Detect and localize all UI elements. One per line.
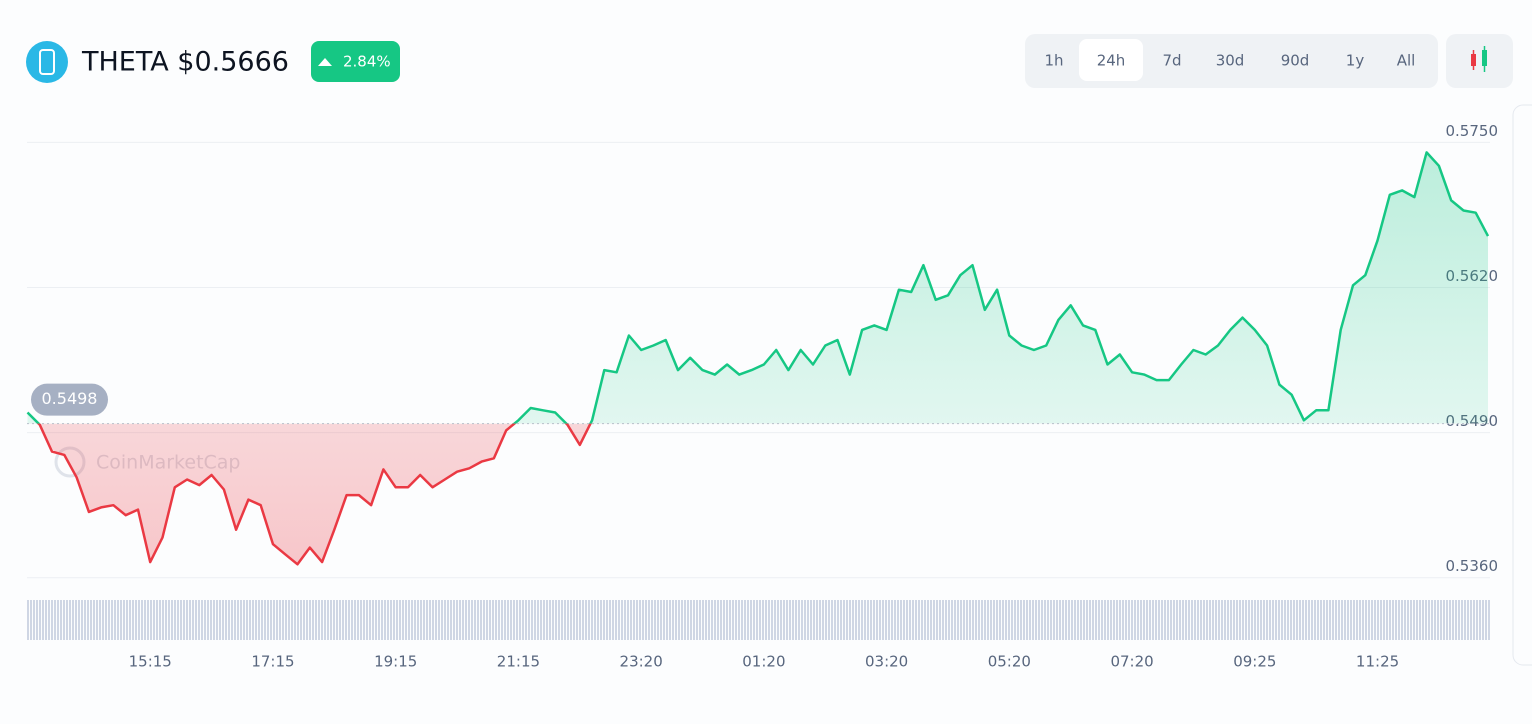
timeframe-group: 1h 24h 7d 30d 90d 1y All xyxy=(1044,39,1415,81)
timeframe-button[interactable]: 7d xyxy=(1162,52,1181,70)
reference-badge xyxy=(31,383,108,416)
volume-bars xyxy=(27,600,1490,640)
coin-title: THETA $0.5666 xyxy=(81,47,289,78)
x-tick-label: 05:20 xyxy=(988,653,1031,671)
timeframe-button[interactable]: All xyxy=(1397,52,1416,70)
reference-label: 0.5498 xyxy=(42,389,98,408)
x-tick-label: 21:15 xyxy=(497,653,540,671)
side-panel xyxy=(1512,104,1532,666)
x-tick-label: 15:15 xyxy=(129,653,172,671)
coin-icon-glyph xyxy=(39,49,55,75)
x-tick-label: 09:25 xyxy=(1233,653,1276,671)
x-tick-label: 07:20 xyxy=(1110,653,1153,671)
x-tick-label: 23:20 xyxy=(620,653,663,671)
active-timeframe[interactable] xyxy=(1079,39,1143,81)
plot: CoinMarketCap0.57500.56200.54900.536015:… xyxy=(26,122,1499,671)
timeframe-button[interactable]: 1y xyxy=(1346,52,1365,70)
price-line-up xyxy=(26,151,1490,424)
x-tick-label: 17:15 xyxy=(251,653,294,671)
up-arrow xyxy=(318,58,332,66)
timeframe-button[interactable]: 90d xyxy=(1281,52,1310,70)
x-tick-label: 11:25 xyxy=(1356,653,1399,671)
coin-icon xyxy=(26,41,68,83)
change-value: 2.84% xyxy=(343,53,391,71)
timeframe-button[interactable]: 24h xyxy=(1097,52,1126,70)
x-tick-label: 03:20 xyxy=(865,653,908,671)
y-tick-label: 0.5750 xyxy=(1446,122,1499,140)
area-down xyxy=(38,423,591,565)
change-badge xyxy=(311,41,400,82)
chart-type-button[interactable] xyxy=(1446,34,1513,88)
x-tick-label: 19:15 xyxy=(374,653,417,671)
timeframe-button[interactable]: 30d xyxy=(1216,52,1245,70)
price-line-down xyxy=(36,423,592,566)
area-up xyxy=(27,152,1488,424)
y-tick-label: 0.5360 xyxy=(1446,557,1499,575)
x-tick-label: 01:20 xyxy=(742,653,785,671)
timeframe-button[interactable]: 1h xyxy=(1044,52,1063,70)
